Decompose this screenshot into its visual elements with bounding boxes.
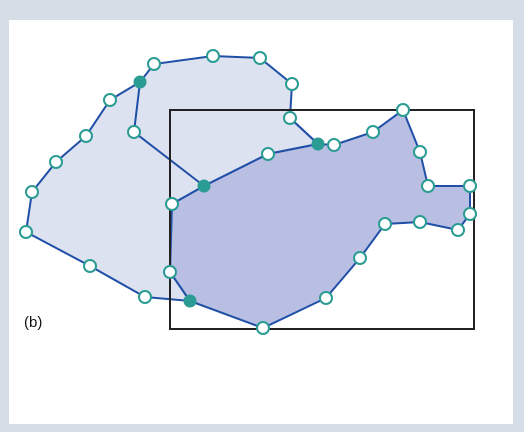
vertex-circle-icon xyxy=(261,147,275,161)
vertex-circle-icon xyxy=(49,155,63,169)
vertex-circle-icon xyxy=(19,225,33,239)
vertex-circle-icon xyxy=(206,49,220,63)
vertex-circle-icon xyxy=(327,138,341,152)
vertex-circle-icon xyxy=(319,291,333,305)
vertex-circle-icon xyxy=(79,129,93,143)
vertex-circle-icon xyxy=(83,259,97,273)
intersection-point-icon xyxy=(183,294,197,308)
intersection-point-icon xyxy=(197,179,211,193)
vertex-circle-icon xyxy=(353,251,367,265)
intersection-point-icon xyxy=(133,75,147,89)
vertex-circle-icon xyxy=(378,217,392,231)
vertex-circle-icon xyxy=(127,125,141,139)
vertex-circle-icon xyxy=(463,207,477,221)
vertex-circle-icon xyxy=(253,51,267,65)
vertex-circle-icon xyxy=(396,103,410,117)
intersection-vertices xyxy=(133,75,325,308)
intersection-point-icon xyxy=(311,137,325,151)
vertex-circle-icon xyxy=(451,223,465,237)
panel-label: (b) xyxy=(24,314,43,331)
vertex-circle-icon xyxy=(103,93,117,107)
vertex-circle-icon xyxy=(25,185,39,199)
vertex-circle-icon xyxy=(256,321,270,335)
vertex-circle-icon xyxy=(147,57,161,71)
vertex-circle-icon xyxy=(366,125,380,139)
vertex-circle-icon xyxy=(463,179,477,193)
vertex-circle-icon xyxy=(413,215,427,229)
vertex-circle-icon xyxy=(165,197,179,211)
vertex-circle-icon xyxy=(421,179,435,193)
vertex-circle-icon xyxy=(163,265,177,279)
open-vertices xyxy=(19,49,477,335)
vertex-circle-icon xyxy=(413,145,427,159)
vertex-circle-icon xyxy=(138,290,152,304)
vertex-circle-icon xyxy=(285,77,299,91)
vertex-circle-icon xyxy=(283,111,297,125)
right-polygon-region xyxy=(168,108,471,330)
